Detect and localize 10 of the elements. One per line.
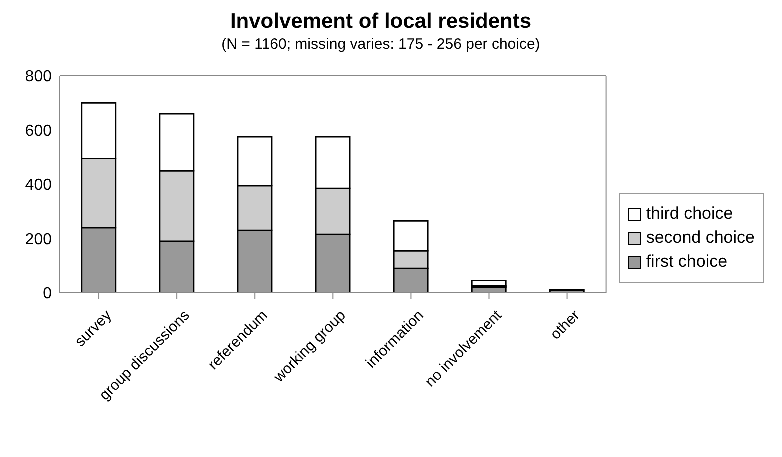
y-tick-label: 600 [25, 122, 52, 140]
chart-title: Involvement of local residents [229, 10, 533, 34]
y-tick-label: 800 [25, 68, 52, 86]
legend-label: second choice [646, 228, 755, 248]
y-tick-label: 200 [25, 231, 52, 248]
legend-label: third choice [646, 204, 734, 224]
y-tick-label: 400 [25, 177, 52, 194]
legend-label: first choice [646, 252, 728, 272]
y-tick-label: 0 [43, 286, 52, 303]
chart-subtitle: (N = 1160; missing varies: 175 - 256 per choice) [220, 36, 542, 53]
